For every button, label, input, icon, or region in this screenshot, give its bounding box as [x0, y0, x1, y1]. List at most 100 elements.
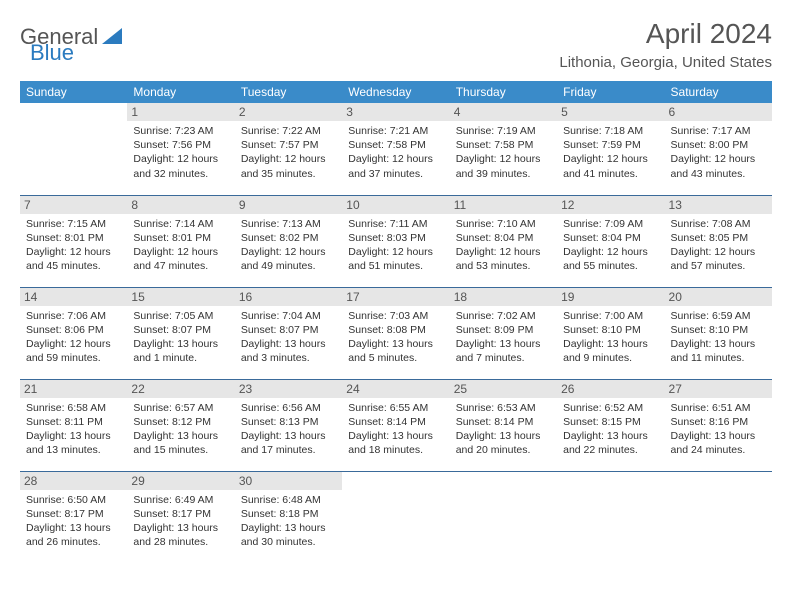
sunrise-text: Sunrise: 6:51 AM — [671, 401, 766, 415]
sunset-text: Sunset: 8:04 PM — [456, 231, 551, 245]
calendar-row: 21Sunrise: 6:58 AMSunset: 8:11 PMDayligh… — [20, 379, 772, 471]
day-number: 3 — [342, 103, 449, 121]
sunset-text: Sunset: 8:17 PM — [26, 507, 121, 521]
day-number: 12 — [557, 196, 664, 214]
day-number: 18 — [450, 288, 557, 306]
sunset-text: Sunset: 8:03 PM — [348, 231, 443, 245]
daylight-text: Daylight: 13 hours and 22 minutes. — [563, 429, 658, 457]
calendar-cell: 15Sunrise: 7:05 AMSunset: 8:07 PMDayligh… — [127, 287, 234, 379]
calendar-cell: 9Sunrise: 7:13 AMSunset: 8:02 PMDaylight… — [235, 195, 342, 287]
day-number: 5 — [557, 103, 664, 121]
calendar-row: 28Sunrise: 6:50 AMSunset: 8:17 PMDayligh… — [20, 471, 772, 563]
daylight-text: Daylight: 12 hours and 47 minutes. — [133, 245, 228, 273]
daylight-text: Daylight: 13 hours and 28 minutes. — [133, 521, 228, 549]
sunrise-text: Sunrise: 7:17 AM — [671, 124, 766, 138]
sunset-text: Sunset: 7:57 PM — [241, 138, 336, 152]
calendar-cell — [20, 103, 127, 195]
calendar-cell: 25Sunrise: 6:53 AMSunset: 8:14 PMDayligh… — [450, 379, 557, 471]
calendar-cell: 13Sunrise: 7:08 AMSunset: 8:05 PMDayligh… — [665, 195, 772, 287]
sunset-text: Sunset: 8:07 PM — [133, 323, 228, 337]
calendar-cell: 21Sunrise: 6:58 AMSunset: 8:11 PMDayligh… — [20, 379, 127, 471]
sunrise-text: Sunrise: 7:22 AM — [241, 124, 336, 138]
day-number: 16 — [235, 288, 342, 306]
calendar-table: Sunday Monday Tuesday Wednesday Thursday… — [20, 81, 772, 563]
sunrise-text: Sunrise: 6:53 AM — [456, 401, 551, 415]
daylight-text: Daylight: 13 hours and 5 minutes. — [348, 337, 443, 365]
daylight-text: Daylight: 12 hours and 59 minutes. — [26, 337, 121, 365]
brand-part2: Blue — [30, 40, 74, 66]
sunset-text: Sunset: 8:08 PM — [348, 323, 443, 337]
daylight-text: Daylight: 13 hours and 7 minutes. — [456, 337, 551, 365]
page-title: April 2024 — [559, 18, 772, 50]
calendar-body: 1Sunrise: 7:23 AMSunset: 7:56 PMDaylight… — [20, 103, 772, 563]
calendar-cell: 14Sunrise: 7:06 AMSunset: 8:06 PMDayligh… — [20, 287, 127, 379]
day-header: Sunday — [20, 81, 127, 103]
day-number: 20 — [665, 288, 772, 306]
day-number: 21 — [20, 380, 127, 398]
calendar-cell: 1Sunrise: 7:23 AMSunset: 7:56 PMDaylight… — [127, 103, 234, 195]
sunset-text: Sunset: 8:12 PM — [133, 415, 228, 429]
daylight-text: Daylight: 12 hours and 53 minutes. — [456, 245, 551, 273]
day-number: 25 — [450, 380, 557, 398]
sunset-text: Sunset: 8:11 PM — [26, 415, 121, 429]
day-number: 2 — [235, 103, 342, 121]
day-number: 24 — [342, 380, 449, 398]
daylight-text: Daylight: 12 hours and 37 minutes. — [348, 152, 443, 180]
header: General April 2024 Lithonia, Georgia, Un… — [20, 18, 772, 71]
day-number: 22 — [127, 380, 234, 398]
sunrise-text: Sunrise: 7:08 AM — [671, 217, 766, 231]
calendar-cell — [342, 471, 449, 563]
day-number: 27 — [665, 380, 772, 398]
title-block: April 2024 Lithonia, Georgia, United Sta… — [559, 18, 772, 71]
calendar-cell — [665, 471, 772, 563]
sunrise-text: Sunrise: 6:48 AM — [241, 493, 336, 507]
sunset-text: Sunset: 7:56 PM — [133, 138, 228, 152]
calendar-cell: 6Sunrise: 7:17 AMSunset: 8:00 PMDaylight… — [665, 103, 772, 195]
sunset-text: Sunset: 8:01 PM — [133, 231, 228, 245]
sunrise-text: Sunrise: 7:09 AM — [563, 217, 658, 231]
day-number: 9 — [235, 196, 342, 214]
calendar-cell: 11Sunrise: 7:10 AMSunset: 8:04 PMDayligh… — [450, 195, 557, 287]
sunset-text: Sunset: 8:04 PM — [563, 231, 658, 245]
calendar-cell: 12Sunrise: 7:09 AMSunset: 8:04 PMDayligh… — [557, 195, 664, 287]
day-number: 17 — [342, 288, 449, 306]
sunrise-text: Sunrise: 6:57 AM — [133, 401, 228, 415]
sunset-text: Sunset: 7:58 PM — [348, 138, 443, 152]
daylight-text: Daylight: 12 hours and 45 minutes. — [26, 245, 121, 273]
calendar-cell: 24Sunrise: 6:55 AMSunset: 8:14 PMDayligh… — [342, 379, 449, 471]
day-number: 19 — [557, 288, 664, 306]
calendar-cell: 20Sunrise: 6:59 AMSunset: 8:10 PMDayligh… — [665, 287, 772, 379]
calendar-row: 1Sunrise: 7:23 AMSunset: 7:56 PMDaylight… — [20, 103, 772, 195]
sunrise-text: Sunrise: 7:15 AM — [26, 217, 121, 231]
sunset-text: Sunset: 8:10 PM — [563, 323, 658, 337]
calendar-row: 14Sunrise: 7:06 AMSunset: 8:06 PMDayligh… — [20, 287, 772, 379]
calendar-cell: 19Sunrise: 7:00 AMSunset: 8:10 PMDayligh… — [557, 287, 664, 379]
sunset-text: Sunset: 8:15 PM — [563, 415, 658, 429]
calendar-cell: 8Sunrise: 7:14 AMSunset: 8:01 PMDaylight… — [127, 195, 234, 287]
sunrise-text: Sunrise: 6:59 AM — [671, 309, 766, 323]
sunrise-text: Sunrise: 7:19 AM — [456, 124, 551, 138]
sunrise-text: Sunrise: 6:49 AM — [133, 493, 228, 507]
daylight-text: Daylight: 13 hours and 18 minutes. — [348, 429, 443, 457]
day-number: 1 — [127, 103, 234, 121]
calendar-cell: 7Sunrise: 7:15 AMSunset: 8:01 PMDaylight… — [20, 195, 127, 287]
day-number: 7 — [20, 196, 127, 214]
day-number: 13 — [665, 196, 772, 214]
sunset-text: Sunset: 8:18 PM — [241, 507, 336, 521]
daylight-text: Daylight: 13 hours and 20 minutes. — [456, 429, 551, 457]
day-number: 6 — [665, 103, 772, 121]
sunset-text: Sunset: 8:00 PM — [671, 138, 766, 152]
calendar-cell — [450, 471, 557, 563]
day-number: 10 — [342, 196, 449, 214]
daylight-text: Daylight: 12 hours and 57 minutes. — [671, 245, 766, 273]
day-number: 4 — [450, 103, 557, 121]
day-number: 26 — [557, 380, 664, 398]
sunrise-text: Sunrise: 7:14 AM — [133, 217, 228, 231]
sunrise-text: Sunrise: 7:06 AM — [26, 309, 121, 323]
daylight-text: Daylight: 13 hours and 13 minutes. — [26, 429, 121, 457]
calendar-cell: 10Sunrise: 7:11 AMSunset: 8:03 PMDayligh… — [342, 195, 449, 287]
sunset-text: Sunset: 8:16 PM — [671, 415, 766, 429]
calendar-cell: 17Sunrise: 7:03 AMSunset: 8:08 PMDayligh… — [342, 287, 449, 379]
day-number: 14 — [20, 288, 127, 306]
sunrise-text: Sunrise: 7:05 AM — [133, 309, 228, 323]
